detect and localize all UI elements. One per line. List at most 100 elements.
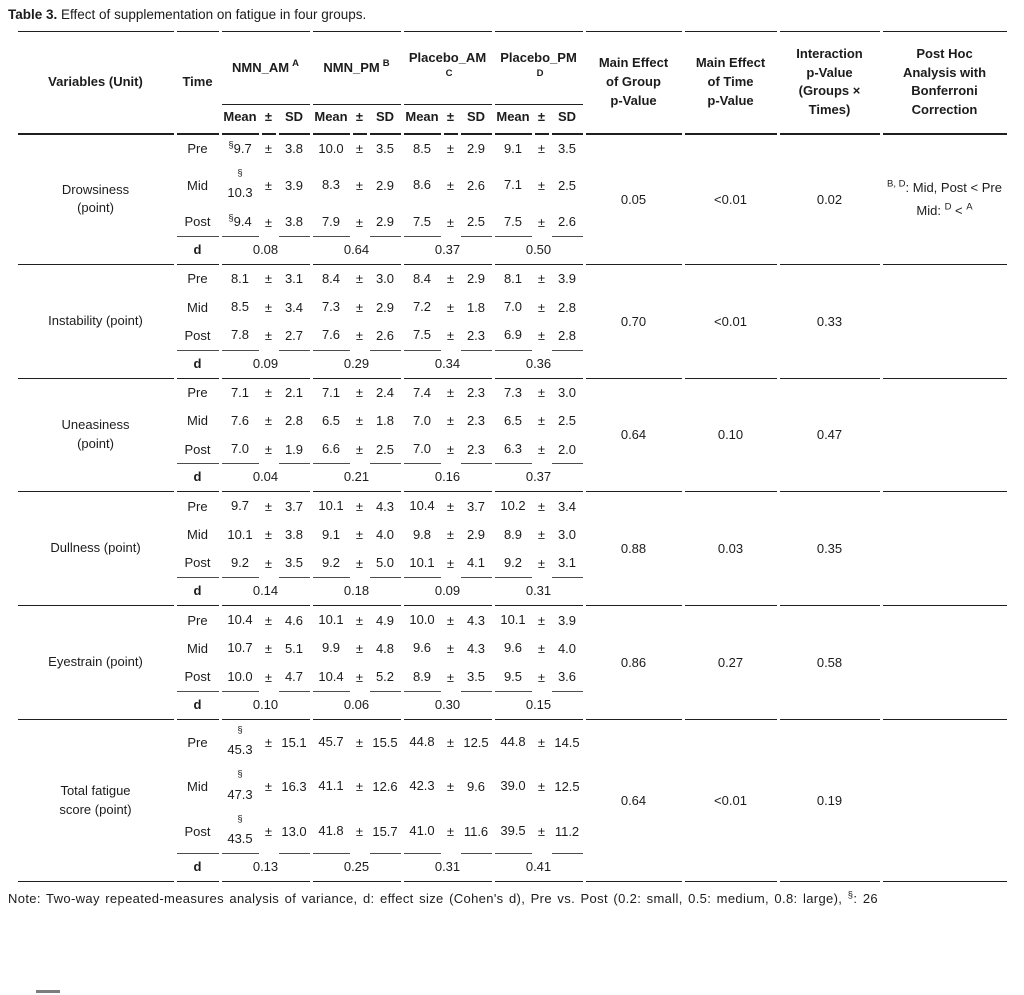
plus-minus-cell: ± [537, 413, 546, 429]
plus-minus-cell: ± [264, 555, 273, 571]
plus-minus-cell: ± [446, 271, 455, 287]
sd-value-cell: 11.2 [551, 809, 583, 855]
sd-value-cell: 2.6 [466, 177, 486, 193]
d-value-cell: 0.08 [221, 237, 310, 265]
sd-value-cell: 16.3 [281, 779, 307, 795]
post-hoc-text: : Mid, Post < Pre [905, 180, 1002, 196]
mean-number: 6.6 [321, 441, 341, 457]
sd-value-cell: 3.4 [557, 498, 577, 514]
mean-number: 8.5 [412, 140, 432, 156]
mean-value-cell: 7.5 [494, 208, 532, 237]
mean-value-cell: 9.6 [404, 634, 441, 662]
mean-value: 9.2 [504, 555, 522, 571]
post-hoc-line: Mid: D < A [884, 202, 1006, 220]
time-cell: Post [176, 208, 219, 237]
section-mark: § [237, 813, 243, 825]
mean-number: 9.2 [503, 554, 523, 570]
mean-value: 9.6 [413, 640, 431, 656]
mean-number: 9.7 [233, 140, 252, 156]
mean-value-cell: 7.0 [221, 435, 259, 465]
mean-number: 10.4 [318, 668, 344, 684]
p-time-cell: 0.27 [684, 606, 777, 720]
time-cell: Mid [187, 299, 208, 315]
mean-value: §9.4 [228, 213, 252, 230]
sd-value-cell: 3.5 [557, 141, 577, 157]
mean-number: 10.2 [500, 498, 526, 514]
plus-minus-cell: ± [264, 640, 273, 656]
sd-value-cell: 4.8 [375, 640, 395, 656]
time-cell: Post [176, 435, 219, 465]
data-row: Instability (point) Pre 8.1 ±3.1 8.4 ±3.0 8.4 ±… [17, 265, 1007, 379]
plus-minus-cell: ± [264, 271, 273, 287]
effect-size-row: d 0.10 0.06 0.30 0.15 [18, 692, 1007, 720]
d-value-cell: 0.29 [312, 351, 401, 379]
mean-value: 10.2 [500, 498, 525, 514]
plus-minus-cell: ± [446, 669, 455, 685]
plus-minus-cell: ± [355, 214, 364, 230]
mean-value-cell: 7.2 [404, 293, 441, 321]
mean-number: 7.5 [503, 213, 523, 229]
mean-number: 10.0 [318, 140, 344, 156]
mean-value-cell: §9.4 [221, 208, 259, 237]
time-cell: Post [176, 809, 219, 855]
mean-value: 9.1 [322, 527, 340, 543]
plus-minus-cell: ± [446, 299, 455, 315]
mean-number: 43.5 [227, 831, 253, 847]
plus-minus-cell: ± [355, 640, 364, 656]
d-label-cell: d [176, 464, 219, 493]
mean-value: 8.4 [322, 271, 340, 287]
mean-value-cell: 10.1 [222, 521, 259, 549]
plus-minus-cell: ± [537, 214, 546, 230]
variable-line: Total fatigue [60, 782, 131, 798]
mean-value-cell: 10.4 [222, 606, 259, 634]
header-row-groups: Variables (Unit) Time NMN_AM A NMN_PM B Placeb… [17, 31, 1007, 135]
mean-value: §9.7 [228, 140, 252, 157]
mean-value-cell: 9.1 [313, 521, 350, 549]
table-body: Drowsiness (point) Pre §9.7 ±3.8 10.0 ±3.5 8.5 ±… [17, 135, 1007, 883]
mean-value: § 45.3 [227, 725, 252, 759]
variable-cell: Uneasiness (point) [17, 379, 174, 493]
mean-value-cell: §9.7 [222, 135, 259, 163]
table-header: Variables (Unit) Time NMN_AM A NMN_PM B Placeb… [17, 31, 1007, 135]
sd-value-cell: 3.6 [551, 663, 583, 692]
d-value-cell: 0.50 [494, 237, 583, 265]
p-interaction-cell: 0.33 [779, 265, 880, 379]
plus-minus-cell: ± [355, 271, 364, 287]
sd-value-cell: 1.9 [278, 435, 310, 465]
col-subheader-mean: Mean [312, 105, 350, 135]
mean-number: 45.7 [318, 733, 344, 749]
plus-minus-cell: ± [264, 612, 273, 628]
mean-number: 7.0 [503, 299, 523, 315]
plus-minus-cell: ± [446, 527, 455, 543]
plus-minus-cell: ± [537, 328, 546, 344]
group-superscript: A [292, 58, 299, 70]
plus-minus-cell: ± [537, 177, 546, 193]
sd-value-cell: 2.4 [375, 385, 395, 401]
sd-value-cell: 12.5 [463, 734, 489, 750]
mean-value-cell: 42.3 [404, 764, 441, 809]
p-group-cell: 0.70 [585, 265, 682, 379]
col-subheader-pm: ± [534, 105, 549, 135]
plus-minus-cell: ± [537, 640, 546, 656]
mean-value: 10.1 [409, 555, 434, 571]
plus-minus-cell: ± [446, 214, 455, 230]
d-value-cell: 0.16 [403, 464, 492, 493]
mean-value: 7.0 [231, 441, 249, 457]
mean-value-cell: 7.0 [404, 407, 441, 435]
mean-value: 8.5 [231, 299, 249, 315]
mean-number: 8.5 [230, 299, 250, 315]
mean-number: 9.4 [233, 213, 252, 229]
mean-value: 6.5 [322, 413, 340, 429]
mean-number: 7.4 [412, 384, 432, 400]
post-hoc-cell [882, 379, 1007, 493]
plus-minus-cell: ± [446, 640, 455, 656]
mean-value: 7.2 [413, 299, 431, 315]
group-superscript: B [382, 58, 390, 70]
mean-value-cell: 6.6 [312, 435, 350, 465]
time-cell: Pre [187, 734, 208, 750]
mean-value-cell: 10.0 [404, 606, 441, 634]
mean-value-cell: 10.0 [221, 663, 259, 692]
p-time-cell: <0.01 [684, 135, 777, 265]
d-value-cell: 0.18 [312, 578, 401, 607]
mean-value: 10.1 [318, 498, 343, 514]
